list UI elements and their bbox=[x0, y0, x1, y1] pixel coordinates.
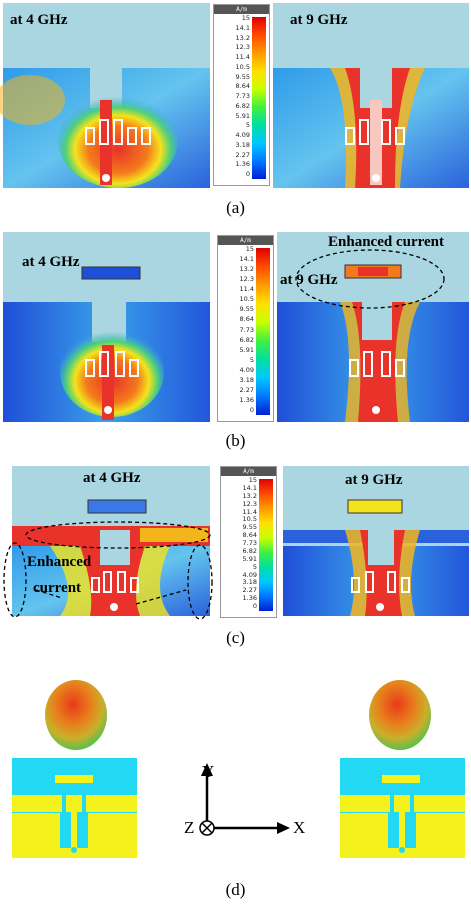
enhanced-current-ellipse-b bbox=[295, 249, 445, 309]
colorbar-tick-label: 15 bbox=[245, 245, 254, 253]
colorbar-b: A/m 15 14.1 13.2 12.3 11.4 10.5 9.55 8.64 7.73 6.… bbox=[217, 235, 274, 422]
colorbar-tick-label: 2.27 bbox=[235, 150, 250, 159]
colorbar-tick-label: 10.5 bbox=[235, 62, 250, 71]
colorbar-tick-label: 11.4 bbox=[242, 507, 257, 516]
colorbar-tick-label: 4.09 bbox=[235, 131, 250, 139]
colorbar-tick-label: 5 bbox=[252, 562, 257, 571]
panel-d-left-antenna bbox=[12, 680, 137, 858]
colorbar-tick-label: 8.64 bbox=[235, 82, 250, 91]
colorbar-tick-label: 10.5 bbox=[242, 515, 257, 524]
colorbar-tick-label: 12.3 bbox=[242, 499, 257, 508]
colorbar-tick-label: 2.27 bbox=[239, 385, 254, 394]
panel-a-caption: (a) bbox=[226, 198, 245, 217]
enhanced-current-ellipse-left bbox=[3, 542, 27, 618]
colorbar-tick-label: 8.64 bbox=[239, 315, 254, 324]
colorbar-tick-label: 15 bbox=[241, 14, 250, 22]
panel-c-right-label: at 9 GHz bbox=[345, 472, 403, 488]
colorbar-tick-label: 3.18 bbox=[235, 140, 250, 149]
colorbar-tick-label: 12.3 bbox=[235, 43, 250, 52]
colorbar-unit: A/m bbox=[218, 236, 273, 245]
axis-x-label: X bbox=[293, 818, 306, 837]
axis-y-label: Y bbox=[202, 762, 215, 781]
panel-a-left-field-map bbox=[0, 3, 210, 188]
enhanced-current-ellipse-top bbox=[25, 521, 211, 549]
colorbar-tick-label: 7.73 bbox=[235, 92, 250, 100]
panel-d-right-antenna bbox=[340, 680, 465, 858]
colorbar-tick-label: 14.1 bbox=[235, 23, 250, 32]
panel-a-right-label: at 9 GHz bbox=[290, 12, 348, 28]
panel-b-annotation: Enhanced current bbox=[328, 234, 444, 250]
colorbar-tick-label: 11.4 bbox=[235, 53, 250, 61]
panel-c-left-label: at 4 GHz bbox=[83, 470, 141, 486]
colorbar-tick-label: 3.18 bbox=[239, 375, 254, 384]
colorbar-tick-label: 12.3 bbox=[239, 275, 254, 284]
panel-b-right-label: at 9 GHz bbox=[280, 272, 338, 288]
colorbar-tick-label: 1.36 bbox=[239, 395, 254, 404]
colorbar-tick-label: 0 bbox=[249, 406, 254, 414]
axis-z-label: Z bbox=[184, 818, 195, 837]
colorbar-unit: A/m bbox=[214, 5, 269, 14]
colorbar-tick-label: 13.2 bbox=[242, 491, 257, 500]
colorbar-tick-label: 7.73 bbox=[239, 325, 254, 334]
colorbar-tick-label: 4.09 bbox=[239, 365, 254, 374]
panel-a-right-field-map bbox=[273, 3, 469, 188]
colorbar-tick-label: 8.64 bbox=[242, 531, 257, 540]
panel-c-caption: (c) bbox=[226, 628, 245, 647]
radiation-pattern-right bbox=[369, 680, 431, 750]
panel-b-left-field-map bbox=[3, 232, 210, 422]
colorbar-a: A/m 15 14.1 13.2 12.3 11.4 10.5 9.55 8.64 7.73 6.… bbox=[213, 4, 270, 186]
panel-a-left-label: at 4 GHz bbox=[10, 12, 68, 28]
colorbar-tick-label: 3.18 bbox=[242, 578, 257, 587]
colorbar-tick-label: 5 bbox=[245, 121, 250, 130]
colorbar-tick-label: 1.36 bbox=[235, 160, 250, 169]
colorbar-tick-label: 15 bbox=[248, 476, 257, 484]
panel-b-left-label: at 4 GHz bbox=[22, 254, 80, 270]
colorbar-tick-label: 5.91 bbox=[242, 554, 257, 563]
colorbar-tick-label: 5 bbox=[249, 355, 254, 364]
panel-c-right-field-map bbox=[283, 466, 469, 616]
panel-b-right-field-map bbox=[277, 232, 469, 422]
colorbar-tick-label: 9.55 bbox=[242, 523, 257, 532]
colorbar-tick-label: 0 bbox=[252, 602, 257, 610]
colorbar-tick-label: 9.55 bbox=[239, 305, 254, 314]
colorbar-tick-label: 13.2 bbox=[235, 33, 250, 42]
colorbar-tick-label: 5.91 bbox=[235, 111, 250, 120]
panel-b-caption: (b) bbox=[225, 431, 246, 450]
colorbar-tick-label: 7.73 bbox=[242, 539, 257, 547]
colorbar-tick-label: 14.1 bbox=[239, 255, 254, 264]
colorbar-tick-label: 0 bbox=[245, 170, 250, 178]
colorbar-tick-label: 6.82 bbox=[239, 335, 254, 344]
colorbar-tick-label: 11.4 bbox=[239, 285, 254, 294]
colorbar-tick-label: 14.1 bbox=[242, 483, 257, 492]
panel-c-left-field-map bbox=[3, 466, 213, 620]
colorbar-unit: A/m bbox=[221, 467, 276, 476]
radiation-pattern-left bbox=[45, 680, 107, 750]
colorbar-tick-label: 6.82 bbox=[235, 101, 250, 110]
colorbar-tick-label: 5.91 bbox=[239, 345, 254, 354]
colorbar-tick-label: 2.27 bbox=[242, 586, 257, 595]
coordinate-axes bbox=[199, 763, 290, 836]
enhanced-current-ellipse-right bbox=[187, 544, 213, 620]
colorbar-tick-label: 13.2 bbox=[239, 265, 254, 274]
colorbar-tick-label: 4.09 bbox=[242, 570, 257, 579]
colorbar-c: A/m 15 14.1 13.2 12.3 11.4 10.5 9.55 8.64 7.73 6.… bbox=[220, 466, 277, 618]
colorbar-tick-label: 10.5 bbox=[239, 295, 254, 304]
colorbar-tick-label: 9.55 bbox=[235, 72, 250, 81]
panel-c-annotation-line1: Enhanced bbox=[27, 554, 92, 570]
panel-c-annotation-line2: current bbox=[33, 580, 82, 596]
panel-d-caption: (d) bbox=[225, 880, 246, 899]
colorbar-tick-label: 1.36 bbox=[242, 594, 257, 603]
colorbar-tick-label: 6.82 bbox=[242, 546, 257, 555]
